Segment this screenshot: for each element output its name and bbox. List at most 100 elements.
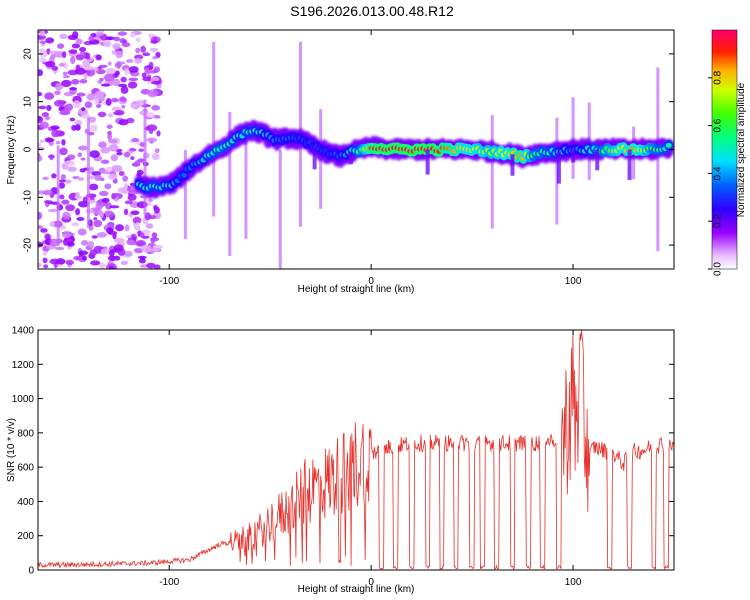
noise-speck — [107, 173, 118, 180]
y-tick-label: 0 — [23, 146, 34, 152]
noise-speck — [107, 255, 117, 262]
noise-speck — [63, 61, 68, 70]
noise-speck — [103, 39, 112, 48]
noise-speck — [106, 124, 113, 129]
spectrogram-ridge — [133, 119, 674, 199]
noise-speck — [146, 201, 151, 207]
y-tick-label: 1000 — [12, 394, 35, 405]
noise-streak — [490, 115, 494, 229]
noise-speck — [38, 154, 43, 162]
noise-speck — [101, 197, 110, 203]
noise-speck — [90, 124, 98, 132]
noise-speck — [113, 244, 124, 251]
noise-speck — [77, 228, 87, 236]
noise-speck — [130, 156, 135, 161]
noise-speck — [50, 125, 60, 130]
noise-speck — [41, 112, 49, 118]
noise-speck — [111, 78, 121, 87]
noise-speck — [123, 151, 131, 158]
noise-speck — [80, 157, 86, 161]
noise-speck — [94, 98, 100, 106]
noise-speck — [83, 51, 89, 59]
noise-speck — [135, 37, 141, 43]
ridge-smear — [312, 146, 317, 170]
noise-speck — [95, 54, 102, 61]
noise-speck — [150, 40, 159, 44]
noise-speck — [145, 223, 154, 229]
noise-speck — [120, 260, 129, 265]
noise-speck — [62, 51, 67, 59]
noise-speck — [39, 139, 44, 143]
noise-streak — [143, 99, 147, 215]
spectrogram-noise — [38, 30, 660, 269]
noise-speck — [88, 175, 96, 180]
y-tick-label: 1400 — [12, 326, 35, 337]
noise-speck — [38, 57, 47, 63]
noise-speck — [148, 61, 154, 70]
noise-speck — [45, 61, 56, 68]
noise-speck — [135, 47, 141, 54]
noise-speck — [118, 119, 129, 126]
noise-speck — [79, 46, 87, 52]
noise-speck — [61, 199, 70, 205]
noise-speck — [140, 88, 151, 95]
noise-speck — [128, 77, 139, 81]
noise-speck — [123, 183, 128, 191]
ridge-smear — [556, 151, 561, 184]
noise-speck — [99, 210, 105, 219]
noise-speck — [76, 216, 85, 221]
noise-streak — [228, 111, 232, 256]
noise-speck — [72, 175, 80, 180]
noise-speck — [146, 137, 158, 143]
noise-speck — [139, 232, 145, 238]
noise-speck — [49, 220, 56, 227]
noise-speck — [127, 81, 138, 89]
colorbar-tick-label: 0.6 — [713, 118, 724, 132]
noise-speck — [58, 62, 65, 67]
noise-speck — [39, 50, 48, 58]
noise-speck — [83, 72, 88, 80]
noise-speck — [107, 61, 112, 66]
colorbar-label: Normalized spectral amplitude — [736, 82, 747, 217]
noise-speck — [127, 193, 137, 201]
ridge-peak — [665, 142, 672, 148]
noise-speck — [59, 194, 65, 200]
noise-speck — [86, 93, 96, 101]
noise-speck — [156, 130, 161, 137]
noise-speck — [105, 68, 116, 75]
noise-speck — [120, 85, 129, 94]
colorbar: 0.0 0.2 0.4 0.6 0.8 Normalized spectral ampl… — [708, 29, 747, 276]
noise-speck — [151, 232, 158, 238]
noise-speck — [118, 171, 125, 176]
noise-speck — [66, 241, 75, 247]
noise-speck — [82, 255, 87, 261]
noise-speck — [124, 224, 130, 232]
noise-speck — [79, 78, 88, 84]
noise-speck — [108, 144, 119, 152]
noise-speck — [130, 210, 140, 216]
y-tick-label: -20 — [23, 237, 34, 252]
noise-speck — [84, 66, 95, 71]
noise-speck — [55, 82, 63, 91]
noise-speck — [135, 239, 147, 247]
noise-speck — [75, 208, 81, 216]
noise-speck — [147, 89, 159, 96]
noise-speck — [149, 47, 159, 52]
noise-speck — [148, 128, 154, 135]
noise-speck — [87, 199, 97, 204]
noise-speck — [147, 199, 153, 203]
noise-speck — [67, 154, 76, 160]
noise-speck — [109, 205, 120, 209]
noise-speck — [152, 55, 158, 60]
ridge-smear — [425, 149, 430, 175]
noise-speck — [69, 117, 76, 122]
noise-speck — [65, 179, 72, 184]
noise-speck — [71, 124, 77, 131]
noise-speck — [124, 200, 133, 205]
noise-speck — [68, 49, 78, 54]
x-tick-label: -100 — [159, 577, 179, 588]
noise-speck — [61, 79, 72, 88]
noise-speck — [74, 124, 81, 131]
